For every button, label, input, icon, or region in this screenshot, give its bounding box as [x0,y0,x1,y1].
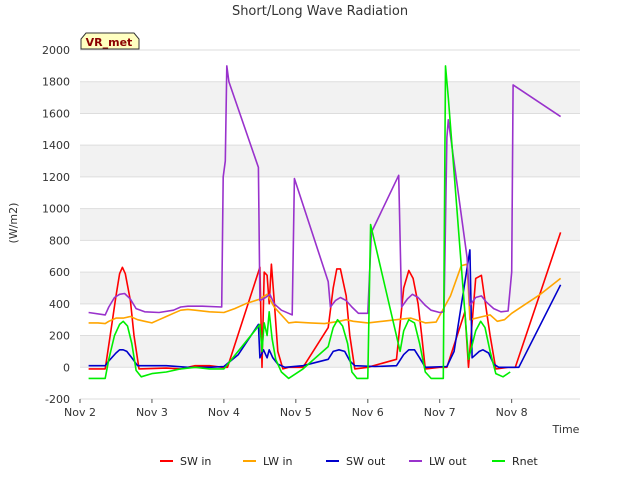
series-line-lw-out [88,65,562,316]
grid-band [80,145,580,177]
legend-label-rnet: Rnet [512,455,538,468]
y-tick-label: 800 [49,234,70,247]
plot-area [80,50,580,399]
x-tick-label: Nov 7 [424,406,456,419]
x-tick-label: Nov 8 [496,406,528,419]
y-axis-title: (W/m2) [7,203,20,244]
x-tick-label: Nov 2 [64,406,96,419]
y-tick-label: 400 [49,298,70,311]
y-tick-label: 0 [63,361,70,374]
series-line-rnet [88,65,511,380]
y-tick-label: 1800 [42,76,70,89]
badge-frame [80,32,140,50]
x-tick-label: Nov 5 [280,406,312,419]
y-tick-label: 1200 [42,171,70,184]
y-tick-label: -200 [45,393,70,406]
legend-label-sw-out: SW out [346,455,386,468]
chart-title: Short/Long Wave Radiation [232,4,408,19]
gridlines [80,49,580,400]
series-line-lw-in [88,263,562,325]
legend-label-sw-in: SW in [180,455,211,468]
grid-band [80,208,580,241]
series-lines [88,65,562,380]
grid-band [80,81,580,114]
y-tick-label: 1000 [42,203,70,216]
y-tick-label: 1400 [42,139,70,152]
y-tick-label: 200 [49,330,70,343]
y-tick-label: 600 [49,266,70,279]
legend-label-lw-in: LW in [263,455,293,468]
y-tick-label: 1600 [42,107,70,120]
axes: -200 0 200 400 600 800 1000 1200 1400 1600 1800 200… [42,44,528,419]
x-tick-label: Nov 6 [352,406,384,419]
x-tick-label: Nov 3 [136,406,168,419]
y-tick-label: 2000 [42,44,70,57]
badge-label: VR_met [86,36,133,49]
x-tick-label: Nov 4 [208,406,240,419]
legend-label-lw-out: LW out [429,455,467,468]
station-badge: VR_met [80,32,140,50]
x-axis-title: Time [552,423,580,436]
legend: SW in LW in SW out LW out Rnet [160,455,538,468]
